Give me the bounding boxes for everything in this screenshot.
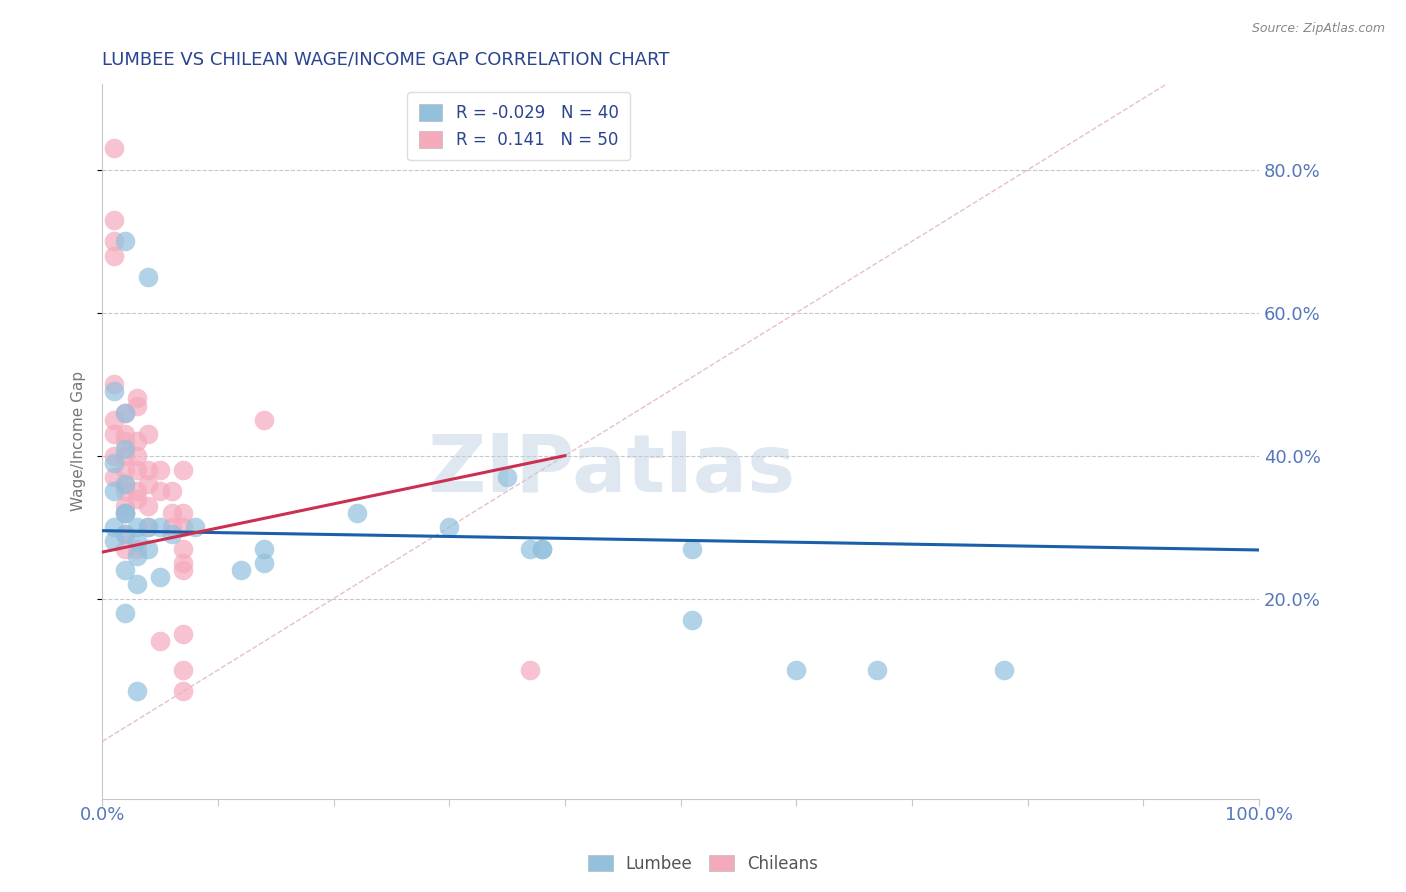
Point	[172, 563, 194, 577]
Point	[125, 541, 148, 556]
Point	[172, 541, 194, 556]
Point	[172, 663, 194, 677]
Point	[114, 499, 136, 513]
Point	[125, 534, 148, 549]
Point	[114, 406, 136, 420]
Point	[138, 499, 160, 513]
Point	[346, 506, 368, 520]
Point	[114, 506, 136, 520]
Point	[103, 235, 125, 249]
Point	[114, 484, 136, 499]
Point	[160, 527, 183, 541]
Point	[125, 434, 148, 449]
Point	[172, 684, 194, 698]
Point	[149, 634, 172, 648]
Point	[125, 449, 148, 463]
Point	[149, 520, 172, 534]
Point	[114, 463, 136, 477]
Point	[138, 520, 160, 534]
Point	[160, 484, 183, 499]
Point	[114, 235, 136, 249]
Point	[125, 463, 148, 477]
Point	[439, 520, 461, 534]
Point	[125, 484, 148, 499]
Point	[103, 427, 125, 442]
Point	[103, 456, 125, 470]
Point	[114, 449, 136, 463]
Legend: Lumbee, Chileans: Lumbee, Chileans	[581, 848, 825, 880]
Point	[103, 249, 125, 263]
Point	[125, 684, 148, 698]
Text: 0.0%: 0.0%	[80, 805, 125, 823]
Point	[530, 541, 553, 556]
Point	[138, 520, 160, 534]
Point	[125, 520, 148, 534]
Point	[138, 427, 160, 442]
Point	[229, 563, 252, 577]
Point	[172, 463, 194, 477]
Point	[993, 663, 1015, 677]
Point	[114, 506, 136, 520]
Point	[103, 520, 125, 534]
Point	[125, 399, 148, 413]
Y-axis label: Wage/Income Gap: Wage/Income Gap	[72, 371, 86, 511]
Point	[496, 470, 519, 484]
Point	[114, 563, 136, 577]
Point	[125, 491, 148, 506]
Point	[125, 577, 148, 591]
Point	[184, 520, 207, 534]
Text: 100.0%: 100.0%	[1225, 805, 1294, 823]
Point	[138, 477, 160, 491]
Legend: R = -0.029   N = 40, R =  0.141   N = 50: R = -0.029 N = 40, R = 0.141 N = 50	[408, 93, 630, 161]
Point	[253, 541, 276, 556]
Point	[149, 570, 172, 584]
Point	[125, 549, 148, 563]
Point	[253, 413, 276, 427]
Point	[114, 442, 136, 456]
Point	[103, 413, 125, 427]
Point	[160, 520, 183, 534]
Point	[103, 484, 125, 499]
Point	[866, 663, 889, 677]
Text: ZIPatlas: ZIPatlas	[427, 431, 796, 509]
Point	[103, 470, 125, 484]
Point	[519, 541, 541, 556]
Point	[681, 541, 703, 556]
Point	[125, 392, 148, 406]
Point	[114, 427, 136, 442]
Point	[103, 534, 125, 549]
Point	[114, 527, 136, 541]
Point	[114, 477, 136, 491]
Point	[103, 449, 125, 463]
Point	[138, 463, 160, 477]
Point	[253, 556, 276, 570]
Point	[114, 541, 136, 556]
Text: Source: ZipAtlas.com: Source: ZipAtlas.com	[1251, 22, 1385, 36]
Point	[138, 270, 160, 285]
Point	[172, 627, 194, 641]
Point	[160, 506, 183, 520]
Point	[103, 141, 125, 155]
Point	[114, 434, 136, 449]
Point	[785, 663, 807, 677]
Point	[114, 527, 136, 541]
Point	[149, 484, 172, 499]
Point	[114, 406, 136, 420]
Point	[138, 541, 160, 556]
Point	[149, 463, 172, 477]
Point	[530, 541, 553, 556]
Text: LUMBEE VS CHILEAN WAGE/INCOME GAP CORRELATION CHART: LUMBEE VS CHILEAN WAGE/INCOME GAP CORREL…	[103, 51, 669, 69]
Point	[103, 377, 125, 392]
Point	[114, 606, 136, 620]
Point	[114, 477, 136, 491]
Point	[172, 556, 194, 570]
Point	[681, 613, 703, 627]
Point	[114, 506, 136, 520]
Point	[172, 520, 194, 534]
Point	[103, 212, 125, 227]
Point	[103, 384, 125, 399]
Point	[519, 663, 541, 677]
Point	[172, 506, 194, 520]
